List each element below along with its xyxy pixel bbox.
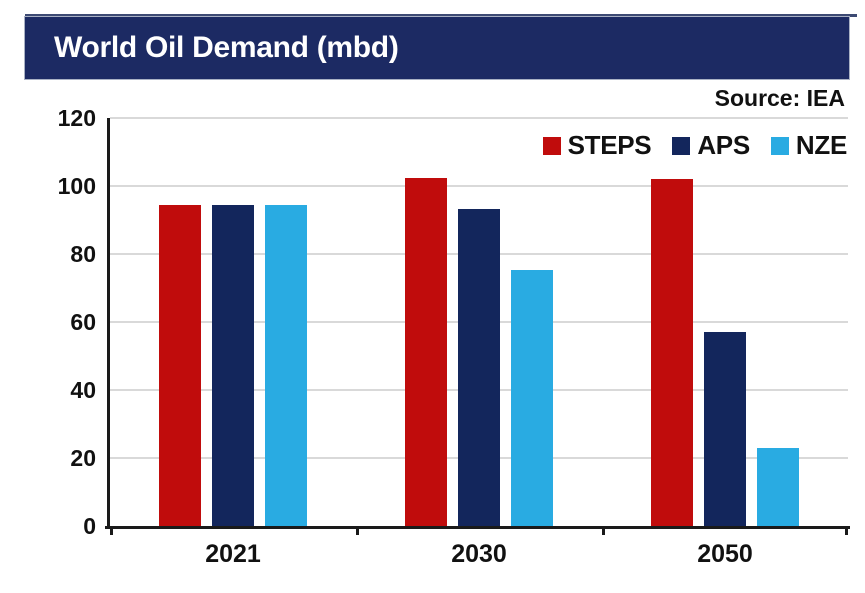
y-tick-label-120: 120 [57, 105, 96, 131]
y-tick-label-100: 100 [57, 173, 96, 199]
legend-label: NZE [795, 130, 847, 160]
y-tick-label-60: 60 [70, 309, 96, 335]
y-tick-label-40: 40 [70, 377, 96, 403]
gridline-120 [110, 117, 848, 119]
x-category-label-2021: 2021 [205, 540, 261, 568]
x-axis-tick [110, 526, 113, 535]
bar-nze-2050 [757, 448, 799, 526]
y-tick-label-0: 0 [83, 513, 96, 539]
chart-title: World Oil Demand (mbd) [54, 31, 399, 64]
title-banner: World Oil Demand (mbd) [24, 16, 850, 80]
legend-swatch-icon [672, 136, 691, 155]
legend-item-steps: STEPS [542, 130, 652, 161]
x-axis-tick [356, 526, 359, 535]
legend-item-nze: NZE [770, 130, 847, 161]
legend-swatch-icon [542, 136, 561, 155]
y-tick-label-80: 80 [70, 241, 96, 267]
x-axis-line [105, 526, 850, 529]
legend-swatch-icon [770, 136, 789, 155]
bar-aps-2050 [704, 332, 746, 526]
bar-steps-2030 [405, 177, 447, 526]
legend-label: APS [697, 130, 750, 160]
bar-steps-2021 [159, 204, 201, 526]
bar-aps-2021 [212, 204, 254, 526]
x-category-label-2050: 2050 [697, 540, 753, 568]
top-rule-divider [25, 14, 857, 17]
x-category-label-2030: 2030 [451, 540, 507, 568]
x-axis-tick [602, 526, 605, 535]
gridline-100 [110, 185, 848, 187]
source-attribution: Source: IEA [714, 85, 845, 111]
y-tick-label-20: 20 [70, 445, 96, 471]
legend-label: STEPS [567, 130, 652, 160]
bar-nze-2030 [511, 270, 553, 526]
plot-area: 0 20 40 60 80 100 120 2021 2030 2050 [58, 105, 850, 568]
bar-steps-2050 [651, 178, 693, 526]
bar-nze-2021 [265, 204, 307, 526]
x-axis-tick [845, 526, 848, 535]
chart-legend: STEPS APS NZE [542, 130, 847, 161]
legend-item-aps: APS [672, 130, 750, 161]
y-axis-line [107, 118, 110, 529]
bar-aps-2030 [458, 209, 500, 526]
